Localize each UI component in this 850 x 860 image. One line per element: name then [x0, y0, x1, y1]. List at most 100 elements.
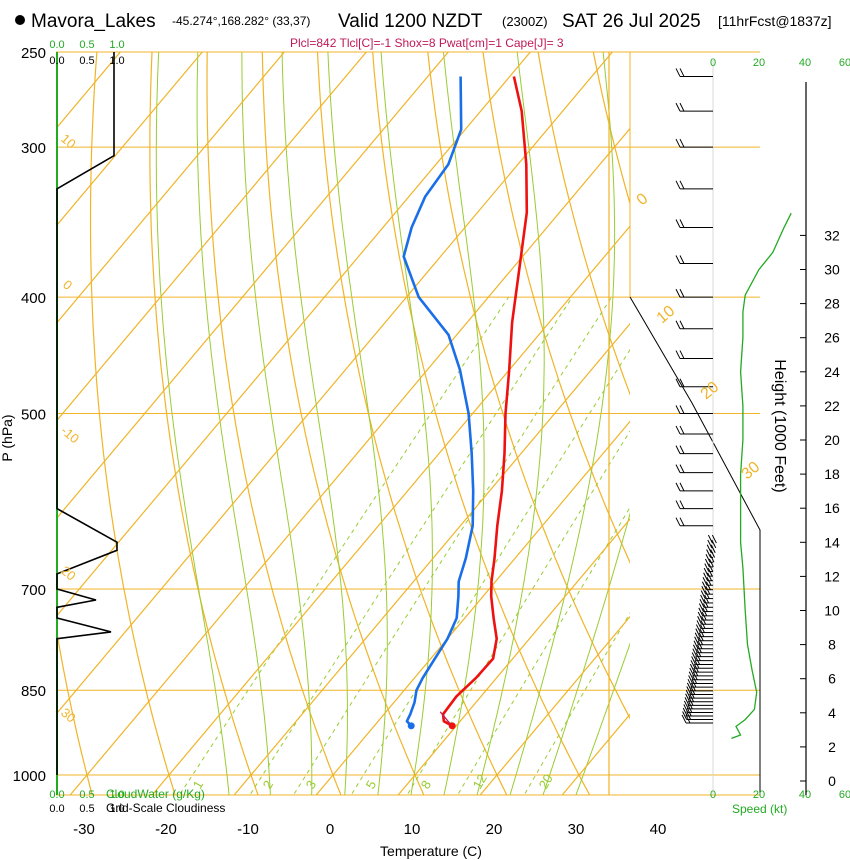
wind-barb-flag — [700, 594, 706, 604]
parcel-lift-line — [439, 711, 451, 725]
isotherm-line — [56, 52, 613, 716]
temperature-tick-label: -10 — [237, 821, 259, 838]
wind-barb-flag — [679, 378, 685, 387]
wind-barb-flag — [675, 180, 681, 190]
wind-panel-outline — [629, 296, 761, 795]
mixing-ratio-line — [523, 612, 630, 795]
pressure-tick-label: 500 — [21, 407, 46, 424]
wind-barb-flag — [679, 138, 685, 148]
wind-barb-flag — [692, 644, 698, 653]
wind-barb-flag — [679, 288, 685, 298]
moist-adiabat-line — [509, 52, 616, 795]
wind-barb-flag — [710, 544, 716, 553]
location-dot-icon — [15, 15, 25, 25]
height-tick-label: 18 — [824, 466, 840, 482]
wind-barb-flag — [703, 572, 709, 581]
wind-barb-flag — [679, 102, 685, 112]
dewpoint-line — [402, 76, 475, 727]
height-tick-label: 28 — [824, 296, 840, 312]
height-tick-label: 20 — [824, 432, 840, 448]
wind-barb-flag — [708, 563, 714, 572]
moist-adiabat-line — [380, 52, 433, 795]
wind-barb-flag — [679, 500, 685, 509]
wind-barb-flag — [697, 611, 703, 621]
cloudiness-tick-bottom: 0.5 — [79, 803, 94, 815]
speed-label: Speed (kt) — [732, 802, 787, 816]
moist-adiabat-line — [327, 52, 388, 795]
mixing-ratio-label: 20 — [536, 771, 556, 791]
dry-adiabat-line — [427, 52, 630, 720]
wind-barb-flag — [679, 425, 685, 435]
grid-lines — [56, 51, 760, 796]
cloudwater-tick-top: 0.0 — [49, 39, 64, 51]
pressure-tick-label: 850 — [21, 683, 46, 700]
wind-barb-flag — [704, 563, 710, 572]
wind-barb-flag — [675, 500, 681, 509]
height-axis-title: Height (1000 Feet) — [771, 359, 788, 492]
wind-barb-flag — [679, 219, 685, 228]
wind-barb-flag — [706, 577, 712, 586]
isotherm-line — [151, 225, 630, 795]
mixing-ratio-line — [292, 296, 613, 795]
wind-barb-flag — [679, 445, 685, 454]
wind-barb-flag — [701, 585, 707, 595]
wind-barb-flag — [679, 464, 685, 473]
height-tick-label: 30 — [824, 262, 840, 278]
wind-barb-flag — [702, 577, 708, 586]
wind-barb-flag — [688, 675, 694, 684]
forecast-info: [11hrFcst@1837z] — [718, 13, 832, 29]
cloudiness-tick-top: 0.0 — [49, 55, 64, 67]
moist-adiabat-line — [476, 52, 545, 795]
mixing-ratio-line — [406, 430, 630, 795]
cloudwater-tick-bottom: 1.0 — [109, 789, 124, 801]
wind-barb-flag — [704, 558, 710, 568]
pressure-tick-label: 250 — [21, 45, 46, 62]
wind-barb-flag — [695, 624, 701, 633]
cloud-panel: 0.0 0.0 0.0 0.0 0.5 0.5 0.5 0.5 1.0 1.0 1.0 1.0 — [49, 39, 124, 815]
wind-barb-flag — [675, 464, 681, 473]
wind-barb-flag — [675, 378, 681, 387]
wind-panel: 0020204040606002468101214161820222426283… — [629, 57, 850, 801]
dry-adiabat-line — [56, 623, 93, 795]
height-tick-label: 10 — [824, 603, 840, 619]
cloudwater-tick-bottom: 0.5 — [79, 789, 94, 801]
cloudwater-tick-bottom: 0.0 — [49, 789, 64, 801]
mixing-ratio-line — [249, 296, 573, 795]
speed-tick-top: 0 — [710, 57, 716, 69]
moist-adiabat-line — [281, 52, 349, 795]
wind-barb-flag — [711, 534, 717, 544]
height-tick-label: 2 — [828, 739, 836, 755]
wind-barb-flag — [679, 517, 685, 526]
wind-barb-flag — [685, 693, 691, 702]
speed-tick-bottom: 40 — [799, 789, 811, 801]
wind-barb-flag — [683, 700, 689, 710]
wind-barb-flag — [675, 219, 681, 228]
speed-tick-top: 20 — [753, 57, 765, 69]
wind-barb-flag — [689, 667, 695, 677]
height-tick-label: 26 — [824, 330, 840, 346]
wind-barb-flag — [696, 620, 702, 629]
wind-barb-flag — [687, 678, 693, 688]
height-tick-label: 6 — [828, 671, 836, 687]
isotherm-line — [69, 127, 630, 795]
wind-barb-flag — [699, 599, 705, 608]
wind-barb-flag — [691, 652, 697, 661]
moist-adiabat-line — [196, 52, 271, 795]
wind-barb-flag — [709, 554, 715, 563]
dry-adiabat-line — [149, 52, 259, 795]
sounding-indices: Plcl=842 Tlcl[C]=-1 Shox=8 Pwat[cm]=1 Ca… — [290, 36, 564, 50]
wind-barb-flag — [675, 350, 681, 359]
wind-barb-flag — [685, 689, 691, 699]
isotherm-line — [56, 52, 285, 325]
wind-barb-flag — [691, 656, 697, 665]
wind-barb-flag — [686, 682, 692, 692]
wind-barb-flag — [693, 640, 699, 649]
cloudiness-tick-top: 1.0 — [109, 55, 124, 67]
wind-barb-flag — [682, 711, 688, 720]
pressure-tick-label: 400 — [21, 290, 46, 307]
wind-barb-flag — [697, 616, 703, 625]
wind-barb-flag — [679, 320, 685, 329]
height-tick-label: 24 — [824, 364, 840, 380]
surface-temperature-point — [448, 722, 456, 730]
